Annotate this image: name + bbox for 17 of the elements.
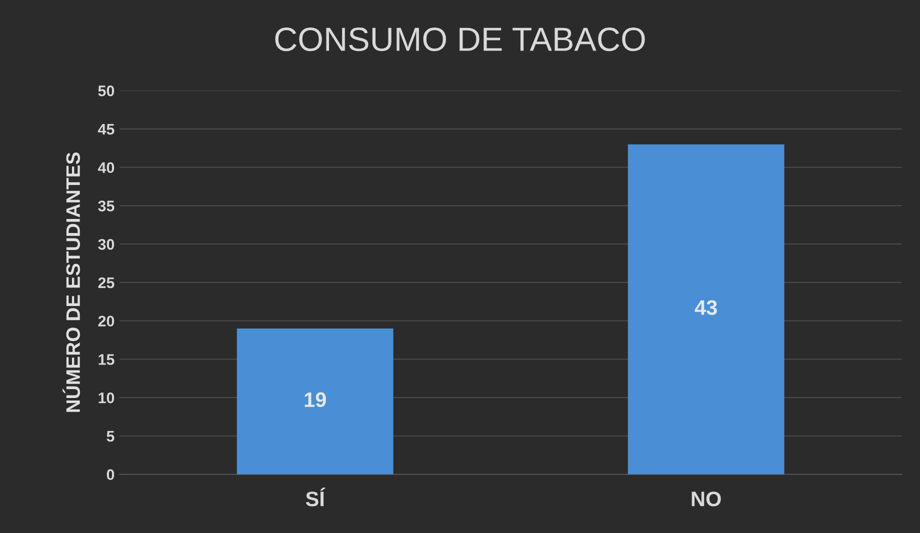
y-axis-title: NÚMERO DE ESTUDIANTES <box>62 152 80 412</box>
data-label: 19 <box>304 392 326 408</box>
y-tick-label: 30 <box>98 238 114 250</box>
y-tick-label: 40 <box>98 162 114 174</box>
data-label: 43 <box>694 300 717 315</box>
x-tick-label: NO <box>692 492 721 506</box>
y-tick-label: 0 <box>106 469 114 480</box>
y-tick-label: 5 <box>106 431 114 442</box>
y-tick-label: 25 <box>98 277 114 288</box>
chart-title: CONSUMO DE TABACO <box>275 28 645 52</box>
y-tick-label: 45 <box>98 124 114 135</box>
y-tick-label: 15 <box>98 354 114 365</box>
y-tick-label: 50 <box>98 85 114 96</box>
y-tick-label: 35 <box>98 200 114 212</box>
x-tick-label: SÍ <box>306 488 326 506</box>
y-tick-label: 10 <box>98 392 114 404</box>
y-tick-label: 20 <box>98 316 114 327</box>
